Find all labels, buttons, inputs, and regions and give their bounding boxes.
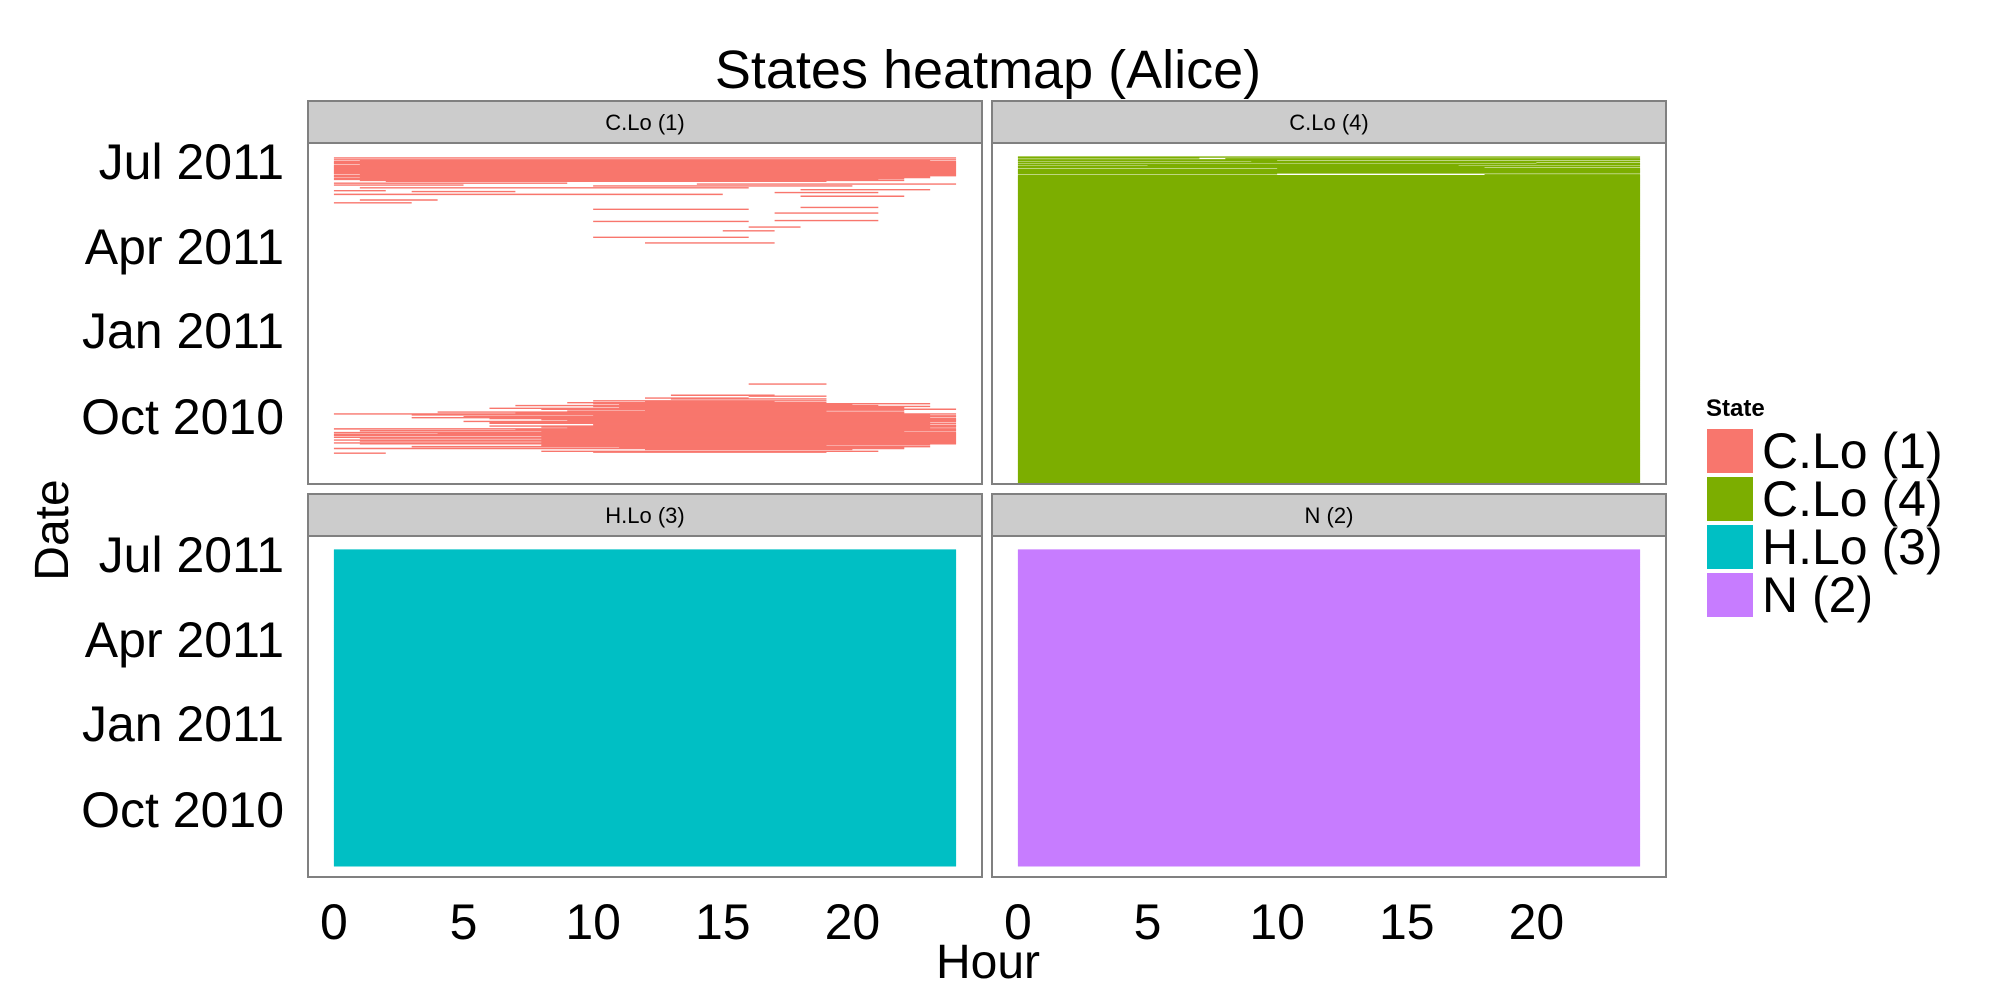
y-tick-label: Apr 2011 — [85, 219, 284, 275]
y-axis-title: Date — [26, 479, 79, 580]
x-tick-label: 15 — [695, 894, 751, 950]
facet-strip — [307, 100, 983, 144]
y-tick-label: Jul 2011 — [99, 527, 284, 583]
legend-label: C.Lo (1) — [1762, 423, 1943, 479]
facet-strip — [307, 493, 983, 537]
y-tick-label: Apr 2011 — [85, 612, 284, 668]
x-tick-label: 5 — [1134, 894, 1162, 950]
facet-strip-label: C.Lo (4) — [1289, 110, 1368, 135]
legend-key — [1705, 475, 1755, 523]
facet-strip — [991, 100, 1667, 144]
panel-border — [307, 142, 983, 485]
legend-key — [1705, 571, 1755, 619]
legend-label: H.Lo (3) — [1762, 519, 1943, 575]
x-axis-title: Hour — [936, 936, 1040, 989]
facet-strip-label: C.Lo (1) — [605, 110, 684, 135]
legend-key — [1705, 427, 1755, 475]
panel-border — [991, 142, 1667, 485]
legend-label: N (2) — [1762, 567, 1873, 623]
legend-key — [1705, 523, 1755, 571]
facet-strip-label: H.Lo (3) — [605, 503, 684, 528]
x-tick-label: 0 — [1004, 894, 1032, 950]
panel-border — [307, 535, 983, 878]
panel-n-2: N (2) — [991, 493, 1667, 878]
y-tick-label: Jan 2011 — [82, 696, 284, 752]
y-tick-label: Oct 2010 — [81, 389, 284, 445]
y-tick-label: Jul 2011 — [99, 134, 284, 190]
x-tick-label: 15 — [1379, 894, 1435, 950]
facet-panels: C.Lo (1) C.Lo (4) H.Lo (3) N (2) — [307, 100, 1667, 878]
x-tick-label: 10 — [565, 894, 621, 950]
y-tick-label: Oct 2010 — [81, 782, 284, 838]
x-tick-label: 5 — [450, 894, 478, 950]
legend-title: State — [1706, 395, 1765, 422]
x-tick-label: 20 — [825, 894, 881, 950]
facet-strip-label: N (2) — [1305, 503, 1354, 528]
legend: State C.Lo (1)C.Lo (4)H.Lo (3)N (2) — [1705, 395, 1943, 623]
panel-h-lo-3: H.Lo (3) — [307, 493, 983, 878]
y-tick-label: Jan 2011 — [82, 303, 284, 359]
x-tick-label: 20 — [1509, 894, 1565, 950]
panel-c-lo-1: C.Lo (1) — [307, 100, 983, 485]
x-tick-label: 0 — [320, 894, 348, 950]
legend-label: C.Lo (4) — [1762, 471, 1943, 527]
axis-ticks: Jul 2011 Apr 2011 Jan 2011 Oct 2010 Jul 2011… — [81, 134, 1564, 950]
x-tick-label: 10 — [1249, 894, 1305, 950]
chart-title: States heatmap (Alice) — [715, 40, 1261, 100]
panel-border — [991, 535, 1667, 878]
panel-c-lo-4: C.Lo (4) — [991, 100, 1667, 485]
